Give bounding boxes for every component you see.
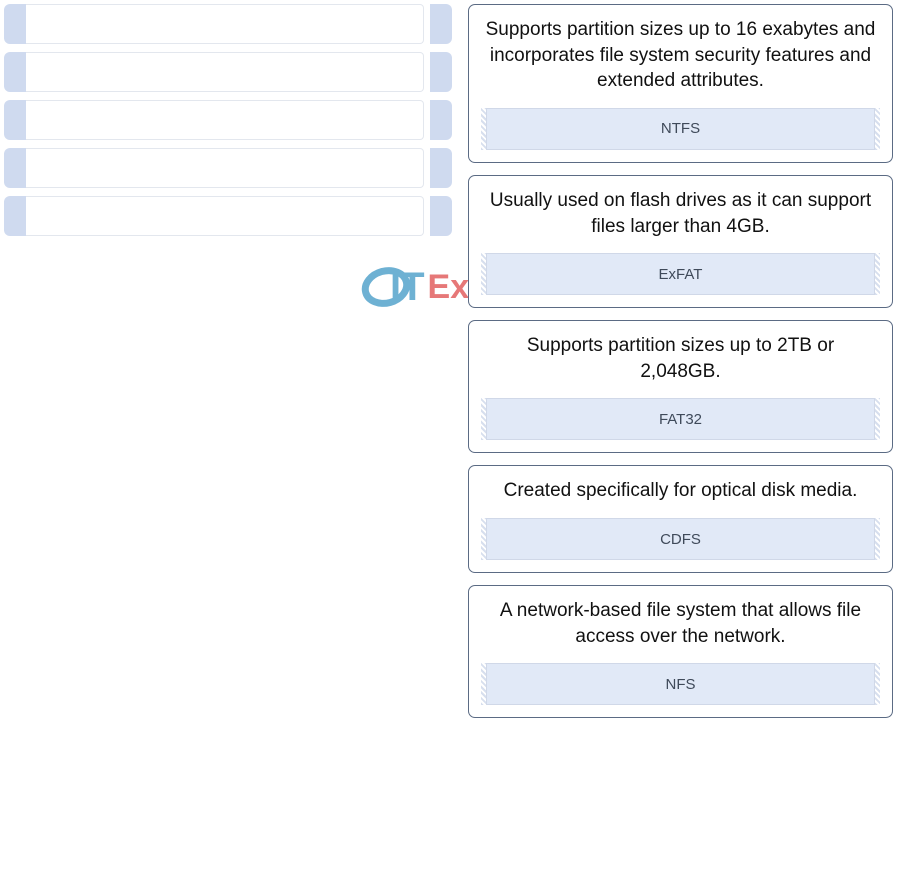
drag-handle-icon[interactable] (4, 100, 26, 140)
drop-zone[interactable]: NFS (481, 663, 880, 705)
hatching-icon (875, 253, 880, 295)
drop-card: Supports partition sizes up to 16 exabyt… (468, 4, 893, 163)
drop-answer-label[interactable]: CDFS (486, 518, 875, 560)
drag-end-icon (430, 148, 452, 188)
drag-handle-icon[interactable] (4, 196, 26, 236)
drop-zone[interactable]: NTFS (481, 108, 880, 150)
drag-slot[interactable] (4, 100, 452, 140)
hatching-icon (875, 518, 880, 560)
drop-answer-label[interactable]: NTFS (486, 108, 875, 150)
drop-answer-label[interactable]: NFS (486, 663, 875, 705)
drag-handle-icon[interactable] (4, 148, 26, 188)
drag-end-icon (430, 4, 452, 44)
match-container: Supports partition sizes up to 16 exabyt… (0, 0, 906, 722)
hatching-icon (875, 663, 880, 705)
drop-description: Supports partition sizes up to 2TB or 2,… (481, 331, 880, 386)
drag-handle-icon[interactable] (4, 52, 26, 92)
drop-card: Usually used on flash drives as it can s… (468, 175, 893, 308)
target-column: Supports partition sizes up to 16 exabyt… (468, 4, 893, 718)
drop-description: Usually used on flash drives as it can s… (481, 186, 880, 241)
drop-answer-label[interactable]: FAT32 (486, 398, 875, 440)
drag-slot-body[interactable] (26, 196, 424, 236)
drag-slot[interactable] (4, 4, 452, 44)
drop-card: Created specifically for optical disk me… (468, 465, 893, 573)
source-column (4, 4, 452, 718)
drag-slot-body[interactable] (26, 52, 424, 92)
drop-zone[interactable]: ExFAT (481, 253, 880, 295)
drop-description: Supports partition sizes up to 16 exabyt… (481, 15, 880, 96)
drop-answer-label[interactable]: ExFAT (486, 253, 875, 295)
drag-slot-body[interactable] (26, 148, 424, 188)
drag-slot[interactable] (4, 148, 452, 188)
drop-zone[interactable]: CDFS (481, 518, 880, 560)
drop-zone[interactable]: FAT32 (481, 398, 880, 440)
drag-slot[interactable] (4, 196, 452, 236)
drag-slot-body[interactable] (26, 100, 424, 140)
drag-end-icon (430, 100, 452, 140)
drop-description: A network-based file system that allows … (481, 596, 880, 651)
drag-end-icon (430, 196, 452, 236)
hatching-icon (875, 108, 880, 150)
drop-card: A network-based file system that allows … (468, 585, 893, 718)
drag-handle-icon[interactable] (4, 4, 26, 44)
drop-card: Supports partition sizes up to 2TB or 2,… (468, 320, 893, 453)
hatching-icon (875, 398, 880, 440)
drop-description: Created specifically for optical disk me… (481, 476, 880, 506)
drag-slot-body[interactable] (26, 4, 424, 44)
drag-end-icon (430, 52, 452, 92)
drag-slot[interactable] (4, 52, 452, 92)
